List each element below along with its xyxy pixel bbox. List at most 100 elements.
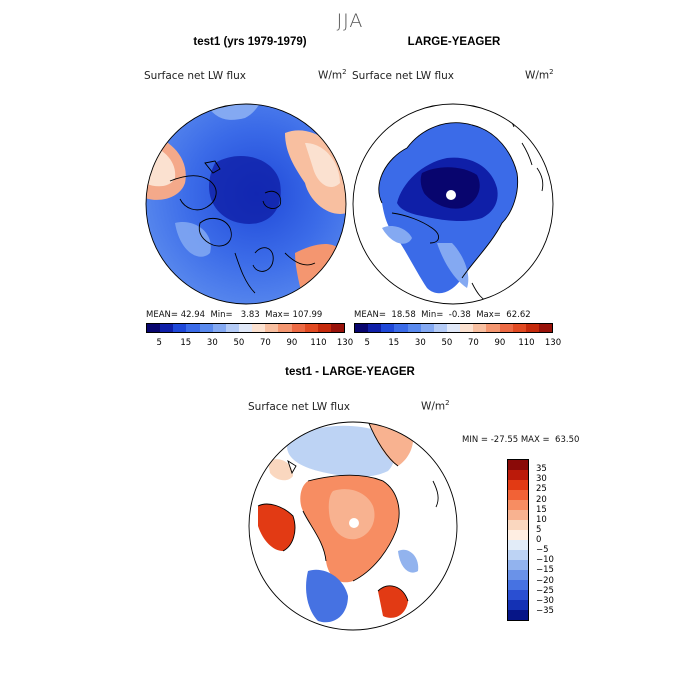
obs-colorbar-tick-label: 110 bbox=[518, 338, 535, 348]
model-colorbar-tick-label: 90 bbox=[286, 338, 298, 348]
diff-colorbar-tick-label: −35 bbox=[536, 605, 554, 616]
diff-colorbar-tick-label: −15 bbox=[536, 565, 554, 576]
diff-colorbar-tick-label: −30 bbox=[536, 595, 554, 606]
obs-coastlines bbox=[378, 112, 544, 304]
obs-colorbar-swatch bbox=[433, 324, 447, 332]
diff-colorbar-tick-label: −20 bbox=[536, 575, 554, 586]
model-colorbar-tick-label: 15 bbox=[180, 338, 192, 348]
model-map-border bbox=[145, 103, 347, 305]
diff-warm-core bbox=[328, 489, 375, 540]
diff-warm-west bbox=[258, 504, 295, 551]
diff-colorbar-swatch bbox=[508, 610, 528, 620]
diff-stats: MIN = -27.55 MAX = 63.50 bbox=[462, 435, 580, 445]
obs-variable-label: Surface net LW flux bbox=[352, 70, 454, 82]
diff-coastlines bbox=[257, 422, 439, 602]
diff-colorbar-swatch bbox=[508, 600, 528, 610]
obs-panel-title: LARGE-YEAGER bbox=[407, 36, 501, 48]
model-colorbar-swatch bbox=[186, 324, 200, 332]
model-colorbar-swatch bbox=[291, 324, 305, 332]
diff-colorbar-swatch bbox=[508, 560, 528, 570]
model-colorbar-swatch bbox=[278, 324, 292, 332]
model-warm-region-south bbox=[295, 244, 346, 304]
model-colorbar-swatch bbox=[199, 324, 213, 332]
diff-cool-north bbox=[287, 425, 395, 477]
model-light-patch bbox=[175, 222, 211, 257]
model-variable-label: Surface net LW flux bbox=[144, 70, 246, 82]
diff-colorbar-swatch bbox=[508, 570, 528, 580]
diff-colorbar-tick-label: 15 bbox=[536, 504, 547, 515]
obs-colorbar-swatch bbox=[446, 324, 461, 332]
model-stats: MEAN= 42.94 Min= 3.83 Max= 107.99 bbox=[146, 310, 323, 320]
diff-colorbar-tick-label: 0 bbox=[536, 535, 542, 545]
diff-colorbar-tick-label: 30 bbox=[536, 474, 547, 485]
diff-cool-east bbox=[398, 549, 419, 573]
obs-colorbar-tick-label: 15 bbox=[388, 338, 400, 348]
model-colorbar-tick-label: 50 bbox=[233, 338, 245, 348]
diff-colorbar-swatch bbox=[508, 580, 528, 590]
obs-light-patch-west bbox=[382, 226, 412, 244]
obs-colorbar-swatch bbox=[394, 324, 408, 332]
model-colorbar-tick-label: 130 bbox=[336, 338, 354, 348]
obs-colorbar-tick-label: 30 bbox=[414, 338, 426, 348]
obs-colorbar-swatch bbox=[473, 324, 487, 332]
obs-colorbar-tick-label: 50 bbox=[441, 338, 453, 348]
obs-colorbar-tick-label: 130 bbox=[544, 338, 562, 348]
model-colorbar-swatch bbox=[212, 324, 226, 332]
model-colorbar-swatch bbox=[265, 324, 279, 332]
diff-colorbar-swatch bbox=[508, 510, 528, 520]
obs-colorbar-swatch bbox=[525, 324, 539, 332]
diff-colorbar-swatch bbox=[508, 490, 528, 500]
diff-colorbar-tick-label: 25 bbox=[536, 484, 547, 495]
obs-colorbar-tick-label: 70 bbox=[467, 338, 479, 348]
diff-colorbar-tick-label: 35 bbox=[536, 464, 547, 475]
obs-colorbar-swatch bbox=[460, 324, 474, 332]
diff-warm-southeast bbox=[378, 585, 408, 618]
diff-cool-south bbox=[306, 569, 348, 623]
diff-variable-label: Surface net LW flux bbox=[248, 401, 350, 413]
model-colorbar-swatch bbox=[147, 324, 161, 332]
model-dark-core bbox=[209, 155, 281, 224]
diff-colorbar-tick-label: 20 bbox=[536, 494, 547, 505]
diff-colorbar-swatch bbox=[508, 460, 528, 470]
model-warm-core-east bbox=[305, 143, 340, 188]
diff-colorbar-swatch bbox=[508, 480, 528, 490]
figure-title: JJA bbox=[336, 10, 364, 32]
diff-colorbar-swatch bbox=[508, 520, 528, 530]
obs-colorbar-swatch bbox=[512, 324, 526, 332]
model-colorbar-tick-label: 110 bbox=[310, 338, 327, 348]
model-units-label: W/m2 bbox=[318, 68, 347, 82]
model-colorbar-tick-label: 30 bbox=[206, 338, 218, 348]
model-panel-title: test1 (yrs 1979-1979) bbox=[193, 36, 307, 48]
diff-colorbar-swatch bbox=[508, 470, 528, 480]
obs-colorbar bbox=[354, 323, 553, 333]
diff-units-label: W/m2 bbox=[421, 399, 450, 413]
model-colorbar-swatch bbox=[238, 324, 253, 332]
obs-colorbar-swatch bbox=[407, 324, 421, 332]
diff-colorbar-tick-label: −25 bbox=[536, 585, 554, 596]
obs-units-label: W/m2 bbox=[525, 68, 554, 82]
obs-colorbar-swatch bbox=[420, 324, 434, 332]
obs-colorbar-swatch bbox=[368, 324, 382, 332]
diff-panel-title: test1 - LARGE-YEAGER bbox=[285, 366, 415, 378]
model-colorbar-swatch bbox=[160, 324, 174, 332]
obs-pole-hole bbox=[446, 190, 456, 200]
model-colorbar bbox=[146, 323, 345, 333]
diff-map-border bbox=[248, 421, 458, 631]
diff-colorbar-swatch bbox=[508, 550, 528, 560]
obs-darkest-core bbox=[420, 167, 480, 209]
obs-colorbar-tick-label: 5 bbox=[364, 338, 370, 348]
diff-colorbar-tick-label: −10 bbox=[536, 555, 554, 566]
diff-colorbar-swatch bbox=[508, 500, 528, 510]
model-colorbar-swatch bbox=[173, 324, 187, 332]
model-colorbar-tick-label: 70 bbox=[259, 338, 271, 348]
model-colorbar-swatch bbox=[330, 324, 345, 332]
obs-colorbar-swatch bbox=[381, 324, 395, 332]
diff-polar-map bbox=[248, 421, 458, 631]
model-colorbar-swatch bbox=[304, 324, 318, 332]
diff-colorbar-tick-label: 5 bbox=[536, 524, 542, 535]
obs-colorbar-tick-label: 90 bbox=[494, 338, 506, 348]
diff-colorbar-tick-label: −5 bbox=[536, 545, 549, 556]
model-colorbar-swatch bbox=[225, 324, 239, 332]
obs-colorbar-swatch bbox=[538, 324, 553, 332]
obs-stats: MEAN= 18.58 Min= -0.38 Max= 62.62 bbox=[354, 310, 531, 320]
